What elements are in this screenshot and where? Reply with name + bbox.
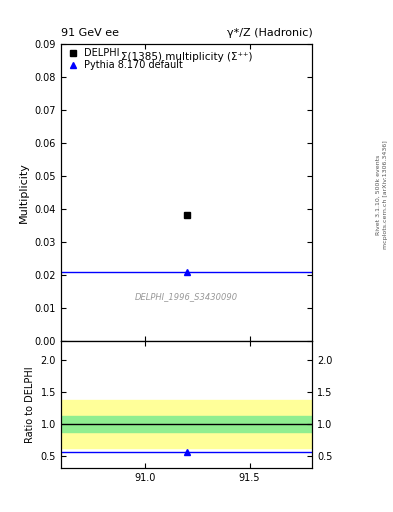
Legend: DELPHI, Pythia 8.170 default: DELPHI, Pythia 8.170 default <box>64 47 185 72</box>
Y-axis label: Ratio to DELPHI: Ratio to DELPHI <box>25 367 35 443</box>
Text: mcplots.cern.ch [arXiv:1306.3436]: mcplots.cern.ch [arXiv:1306.3436] <box>384 140 388 249</box>
Text: DELPHI_1996_S3430090: DELPHI_1996_S3430090 <box>135 292 238 301</box>
Bar <box>61 416 312 432</box>
Text: 91 GeV ee: 91 GeV ee <box>61 28 119 38</box>
Bar <box>61 400 312 448</box>
Text: Σ(1385) multiplicity (Σ⁺⁺): Σ(1385) multiplicity (Σ⁺⁺) <box>121 52 252 62</box>
Text: Rivet 3.1.10, 500k events: Rivet 3.1.10, 500k events <box>376 155 380 234</box>
Y-axis label: Multiplicity: Multiplicity <box>19 162 29 223</box>
Text: γ*/Z (Hadronic): γ*/Z (Hadronic) <box>227 28 312 38</box>
